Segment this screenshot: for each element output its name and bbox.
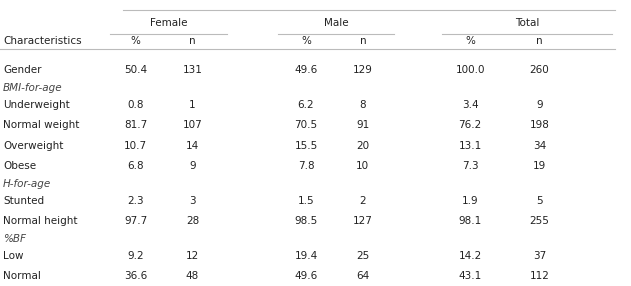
Text: 12: 12 (186, 251, 199, 261)
Text: 10: 10 (357, 162, 369, 171)
Text: 0.8: 0.8 (127, 100, 144, 110)
Text: Normal height: Normal height (3, 217, 78, 226)
Text: 3.4: 3.4 (462, 100, 478, 110)
Text: Overweight: Overweight (3, 141, 64, 151)
Text: 19: 19 (533, 162, 546, 171)
Text: 34: 34 (533, 141, 546, 151)
Text: 100.0: 100.0 (456, 65, 485, 75)
Text: 9: 9 (189, 162, 196, 171)
Text: 36.6: 36.6 (124, 271, 147, 281)
Text: 7.8: 7.8 (298, 162, 314, 171)
Text: Underweight: Underweight (3, 100, 70, 110)
Text: Total: Total (515, 18, 539, 28)
Text: Obese: Obese (3, 162, 36, 171)
Text: 10.7: 10.7 (124, 141, 147, 151)
Text: %BF: %BF (3, 234, 26, 243)
Text: %: % (131, 37, 141, 46)
Text: 260: 260 (529, 65, 550, 75)
Text: 20: 20 (357, 141, 369, 151)
Text: Stunted: Stunted (3, 196, 44, 206)
Text: 43.1: 43.1 (459, 271, 481, 281)
Text: 1.5: 1.5 (298, 196, 314, 206)
Text: H-for-age: H-for-age (3, 179, 51, 188)
Text: 81.7: 81.7 (124, 120, 147, 130)
Text: Male: Male (324, 18, 348, 28)
Text: Low: Low (3, 251, 23, 261)
Text: Normal: Normal (3, 271, 41, 281)
Text: 9: 9 (536, 100, 543, 110)
Text: 19.4: 19.4 (295, 251, 317, 261)
Text: 64: 64 (357, 271, 369, 281)
Text: 2: 2 (360, 196, 366, 206)
Text: Gender: Gender (3, 65, 42, 75)
Text: n: n (360, 37, 366, 46)
Text: 1.9: 1.9 (462, 196, 478, 206)
Text: 198: 198 (529, 120, 550, 130)
Text: 91: 91 (357, 120, 369, 130)
Text: Characteristics: Characteristics (3, 37, 82, 46)
Text: 76.2: 76.2 (459, 120, 481, 130)
Text: 98.1: 98.1 (459, 217, 481, 226)
Text: 6.8: 6.8 (127, 162, 144, 171)
Text: 127: 127 (353, 217, 373, 226)
Text: n: n (189, 37, 196, 46)
Text: 1: 1 (189, 100, 196, 110)
Text: 25: 25 (357, 251, 369, 261)
Text: 107: 107 (182, 120, 203, 130)
Text: 2.3: 2.3 (127, 196, 144, 206)
Text: 50.4: 50.4 (124, 65, 147, 75)
Text: %: % (465, 37, 475, 46)
Text: %: % (301, 37, 311, 46)
Text: 112: 112 (529, 271, 550, 281)
Text: 48: 48 (186, 271, 199, 281)
Text: 49.6: 49.6 (295, 65, 317, 75)
Text: n: n (536, 37, 543, 46)
Text: 13.1: 13.1 (459, 141, 481, 151)
Text: Normal weight: Normal weight (3, 120, 80, 130)
Text: 9.2: 9.2 (127, 251, 144, 261)
Text: 37: 37 (533, 251, 546, 261)
Text: 98.5: 98.5 (295, 217, 317, 226)
Text: 97.7: 97.7 (124, 217, 147, 226)
Text: 49.6: 49.6 (295, 271, 317, 281)
Text: 8: 8 (360, 100, 366, 110)
Text: 129: 129 (353, 65, 373, 75)
Text: 14: 14 (186, 141, 199, 151)
Text: BMI-for-age: BMI-for-age (3, 83, 62, 92)
Text: 14.2: 14.2 (459, 251, 481, 261)
Text: 6.2: 6.2 (298, 100, 314, 110)
Text: 131: 131 (182, 65, 203, 75)
Text: 15.5: 15.5 (295, 141, 317, 151)
Text: 255: 255 (529, 217, 550, 226)
Text: Female: Female (150, 18, 187, 28)
Text: 3: 3 (189, 196, 196, 206)
Text: 7.3: 7.3 (462, 162, 478, 171)
Text: 70.5: 70.5 (295, 120, 317, 130)
Text: 5: 5 (536, 196, 543, 206)
Text: 28: 28 (186, 217, 199, 226)
